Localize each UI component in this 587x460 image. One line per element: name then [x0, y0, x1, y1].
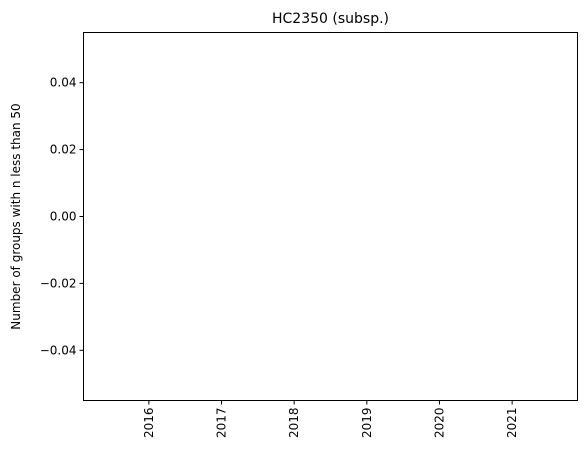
x-tick-label: 2017: [215, 408, 229, 439]
y-tick-label: −0.02: [40, 276, 77, 290]
y-tick-label: 0.04: [50, 76, 77, 90]
y-tick-label: 0.02: [50, 143, 77, 157]
x-tick-label: 2020: [432, 408, 446, 439]
chart-title: HC2350 (subsp.): [272, 11, 389, 27]
y-axis-label: Number of groups with n less than 50: [9, 103, 23, 329]
plot-frame: [83, 32, 578, 401]
y-tick-label: 0.00: [50, 210, 77, 224]
x-tick-label: 2018: [287, 408, 301, 439]
x-axis: 2016 2017 2018 2019 2020 2021: [142, 400, 519, 439]
x-tick-label: 2021: [505, 408, 519, 439]
x-tick-label: 2019: [360, 408, 374, 439]
y-axis: −0.04 −0.02 0.00 0.02 0.04: [40, 76, 84, 357]
y-tick-label: −0.04: [40, 343, 77, 357]
x-tick-label: 2016: [142, 408, 156, 439]
